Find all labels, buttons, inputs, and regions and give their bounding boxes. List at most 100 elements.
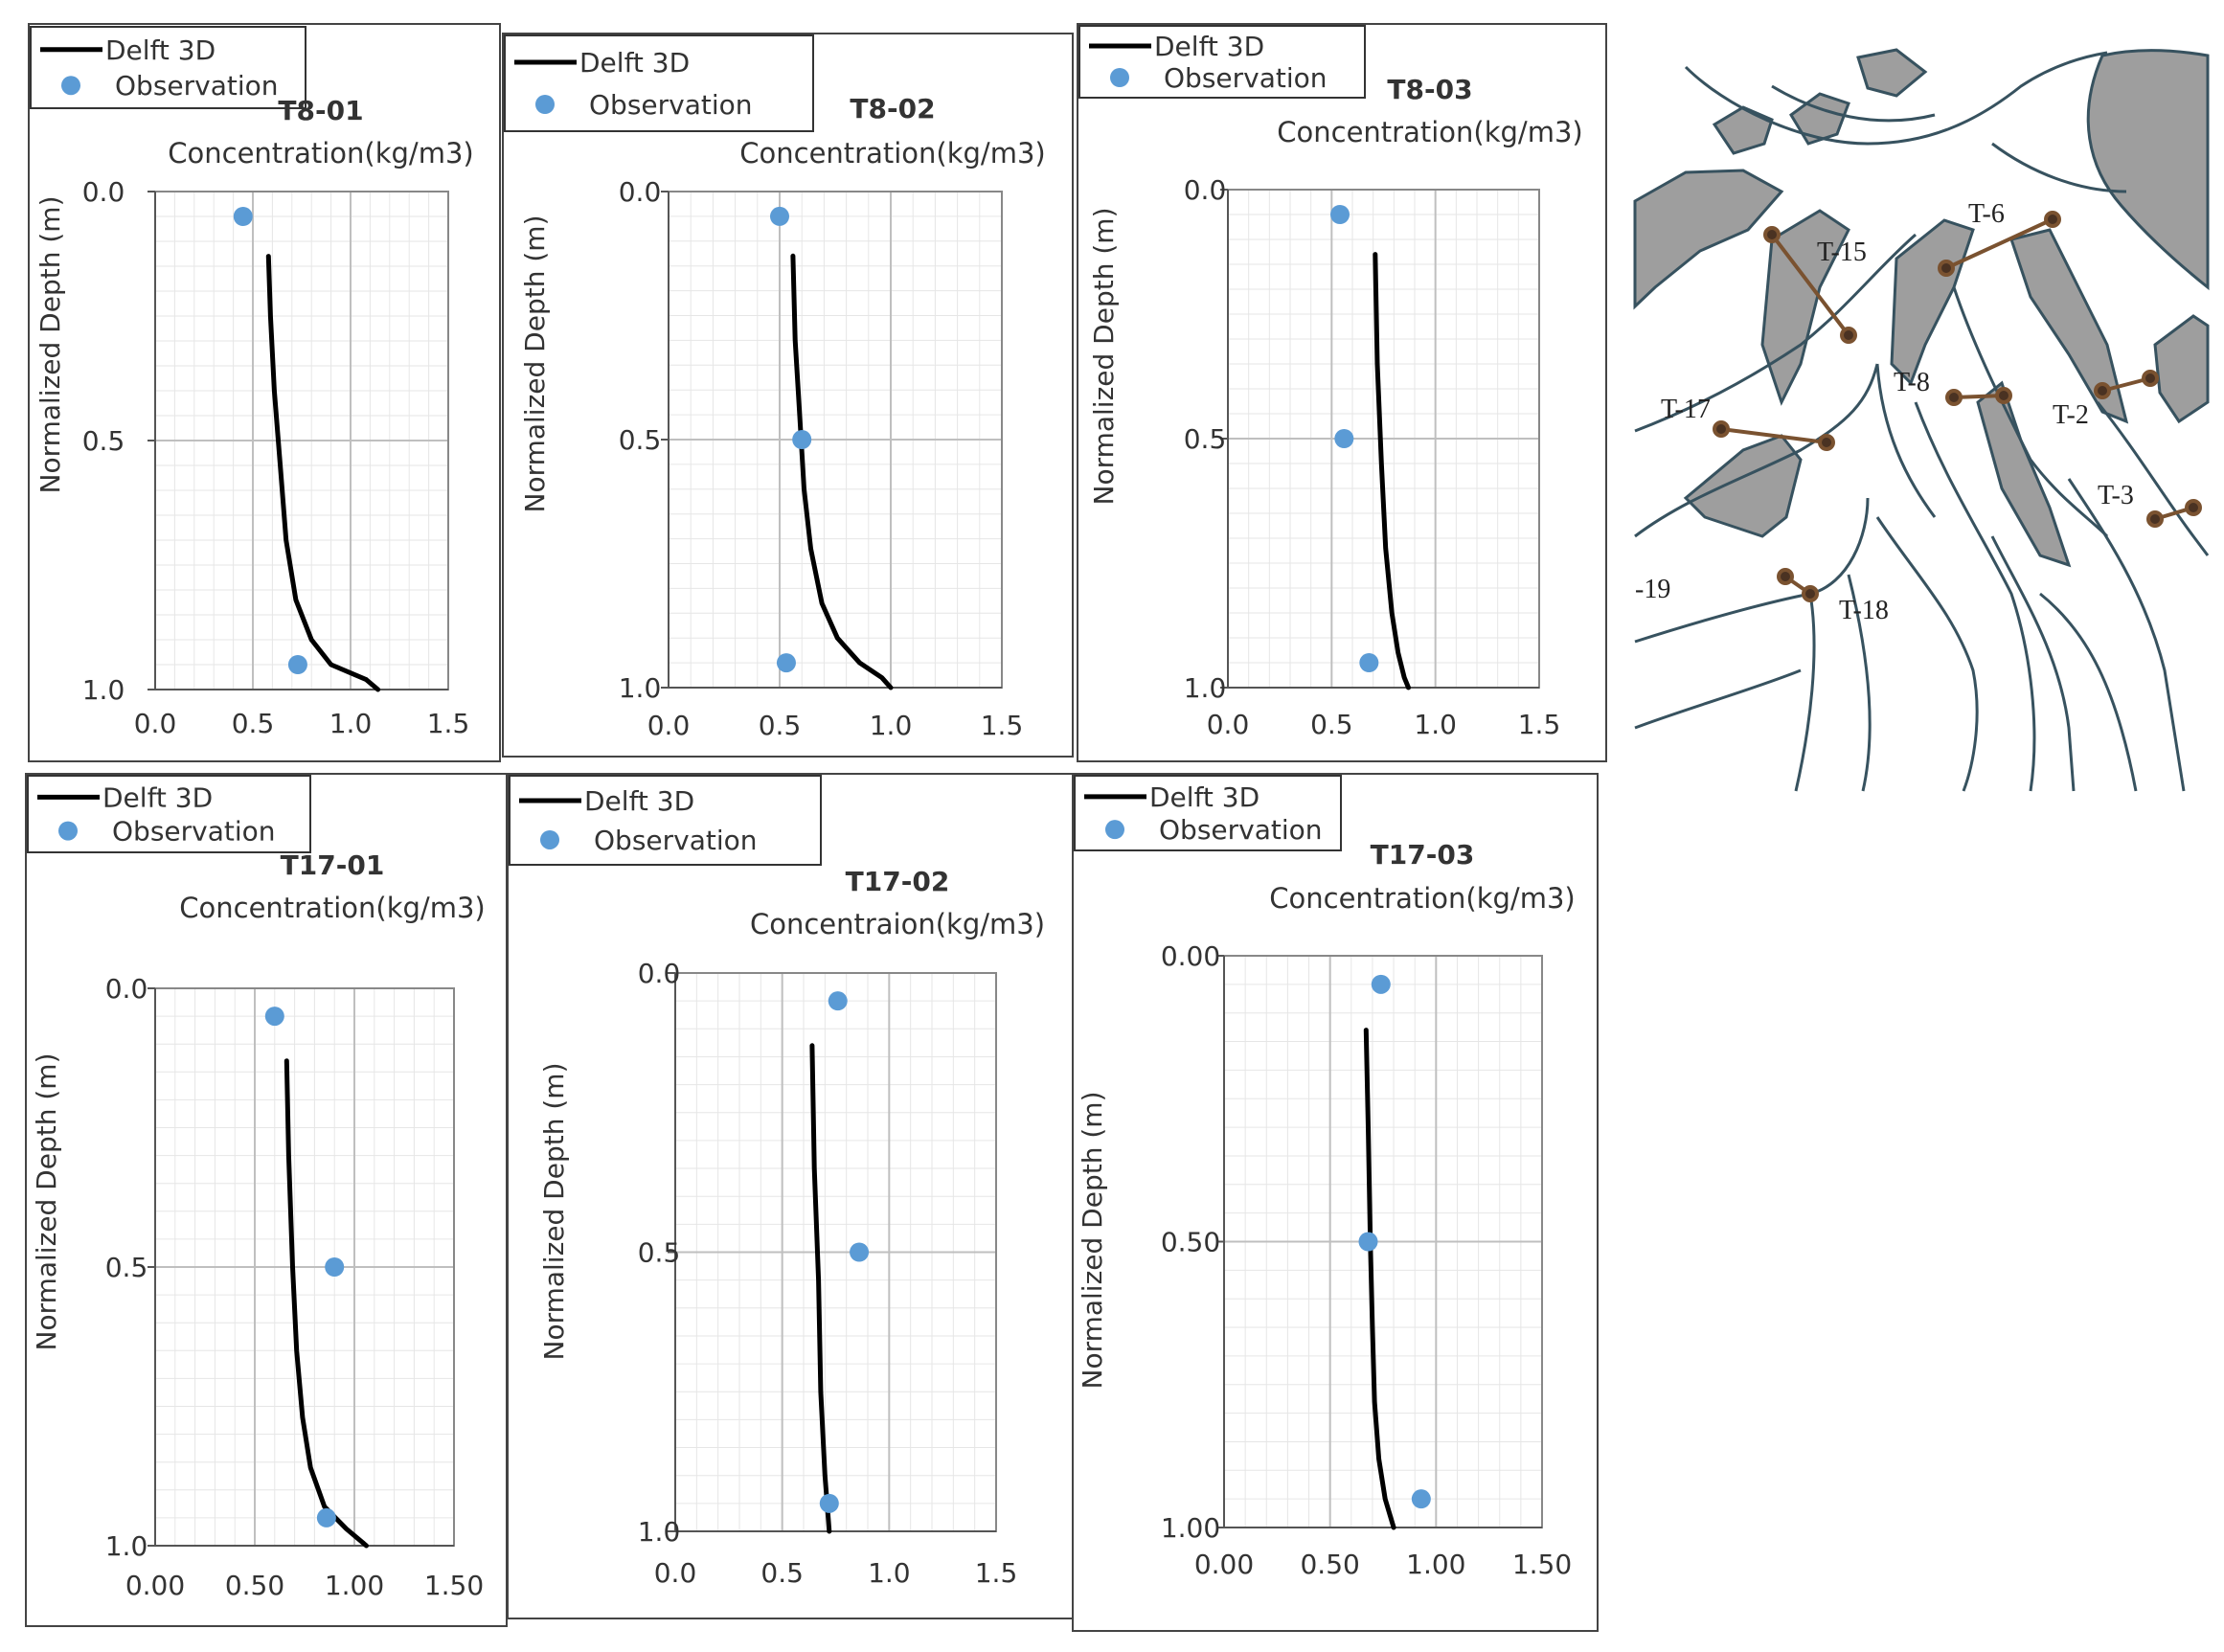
legend: Delft 3D Observation [30,26,306,109]
y-tick-label: 0.0 [82,176,125,208]
y-tick-label: 0.5 [619,424,662,456]
observation-point [1359,653,1379,672]
x-tick-label: 0.5 [1310,709,1353,740]
x-axis-label: Concentration(kg/m3) [168,137,473,170]
island-t17 [1683,434,1803,538]
map-label: T-3 [2098,481,2134,510]
x-tick-label: 0.0 [134,708,177,739]
map-label: -19 [1635,575,1670,604]
legend: Delft 3D Observation [509,775,822,866]
legend-box [504,34,814,132]
observation-point [1411,1489,1431,1509]
transect-node [1777,568,1794,585]
transect-node [2185,499,2202,516]
legend-model-label: Delft 3D [102,781,213,813]
x-tick-label: 1.5 [1518,709,1561,740]
y-axis-label: Normalized Depth (m) [1077,1092,1108,1390]
observation-point [1334,429,1354,448]
series-delft-3d-line [809,1043,832,1534]
y-tick-label: 0.0 [619,176,662,208]
y-tick-label: 1.00 [1161,1512,1220,1544]
x-tick-label: 0.5 [759,710,802,741]
legend-dot-swatch [1105,820,1124,840]
chart-t17-02: Delft 3D Observation T17-02 Concentraion(kg… [507,773,1074,1619]
x-tick-label: 0.00 [1194,1549,1254,1580]
legend-model-label: Delft 3D [1149,781,1260,813]
map-label: T-6 [1968,199,2005,229]
x-tick-label: 0.50 [1300,1549,1359,1580]
legend-dot-swatch [540,829,559,849]
grid [675,973,996,1531]
estuary-transect-map: T-6 T-15 T-8 T-2 T-17 T-3 -19 T-18 [1633,46,2210,793]
island-north-west [1633,169,1784,310]
observation-point [770,206,789,226]
transect-node [1938,260,1955,277]
transect-t15 [1770,233,1850,337]
observation-point [850,1242,870,1262]
transect-labels: T-6 T-15 T-8 T-2 T-17 T-3 -19 T-18 [1635,199,2134,625]
legend-obs-label: Observation [1159,814,1323,846]
observation-point [325,1257,345,1277]
x-axis-label: Concentration(kg/m3) [1277,116,1582,148]
island-t6-t8 [1890,218,1975,386]
chart-title: T8-01 [278,95,363,126]
island-east-edge [2153,314,2210,424]
y-tick-label: 0.0 [105,973,148,1005]
chart-title: T8-02 [850,93,935,124]
map-label: T-17 [1661,395,1711,424]
x-tick-label: 1.00 [325,1570,384,1601]
y-axis-label: Normalized Depth (m) [31,1053,62,1351]
y-tick-label: 0.5 [638,1237,681,1269]
chart-t8-02: Delft 3D Observation T8-02 Concentration(kg… [502,33,1074,758]
y-tick-label: 1.0 [1184,672,1227,704]
x-tick-label: 0.5 [760,1557,804,1589]
series-delft-3d-line [790,253,894,690]
y-tick-label: 1.0 [82,674,125,706]
x-axis-label: Concentraion(kg/m3) [750,908,1045,940]
observation-point [233,207,253,226]
x-tick-label: 1.5 [975,1557,1018,1589]
observation-point [828,991,848,1011]
y-tick-label: 0.50 [1161,1227,1220,1258]
x-axis-label: Concentration(kg/m3) [179,892,485,924]
transect-node [1995,387,2012,404]
charts-layer: Delft 3DObservationT8-01Concentration(kg… [25,23,1607,1632]
observation-point [1358,1232,1378,1252]
transect-node [2146,510,2164,528]
x-tick-label: 1.5 [427,708,470,739]
legend-obs-label: Observation [589,89,753,121]
land-mass-north-east [2086,49,2210,291]
grid [1228,190,1539,688]
y-axis-label: Normalized Depth (m) [1088,208,1120,506]
legend-dot-swatch [535,95,555,114]
transect-node [1713,420,1730,438]
x-tick-label: 0.5 [232,708,275,739]
y-tick-label: 0.00 [1161,940,1220,972]
legend-model-label: Delft 3D [105,34,216,66]
x-tick-label: 0.50 [225,1570,284,1601]
legend-obs-label: Observation [594,825,758,856]
observation-point [819,1493,839,1513]
transect-node [1818,434,1835,451]
x-tick-label: 1.0 [870,710,913,741]
panel-frame [1072,773,1599,1632]
x-tick-label: 1.00 [1406,1549,1465,1580]
grid [1224,956,1542,1528]
observation-point [264,1007,284,1027]
x-tick-label: 0.0 [647,710,691,741]
channel-outlines [1634,51,2210,792]
x-tick-label: 1.0 [329,708,373,739]
legend-model-label: Delft 3D [1154,31,1264,62]
transect-node [2142,370,2159,387]
legend-box [27,775,311,853]
transect-t6 [1945,217,2054,270]
legend: Delft 3D Observation [504,34,814,132]
grid [669,192,1002,688]
legend-dot-swatch [61,76,80,96]
legend-obs-label: Observation [115,70,279,102]
